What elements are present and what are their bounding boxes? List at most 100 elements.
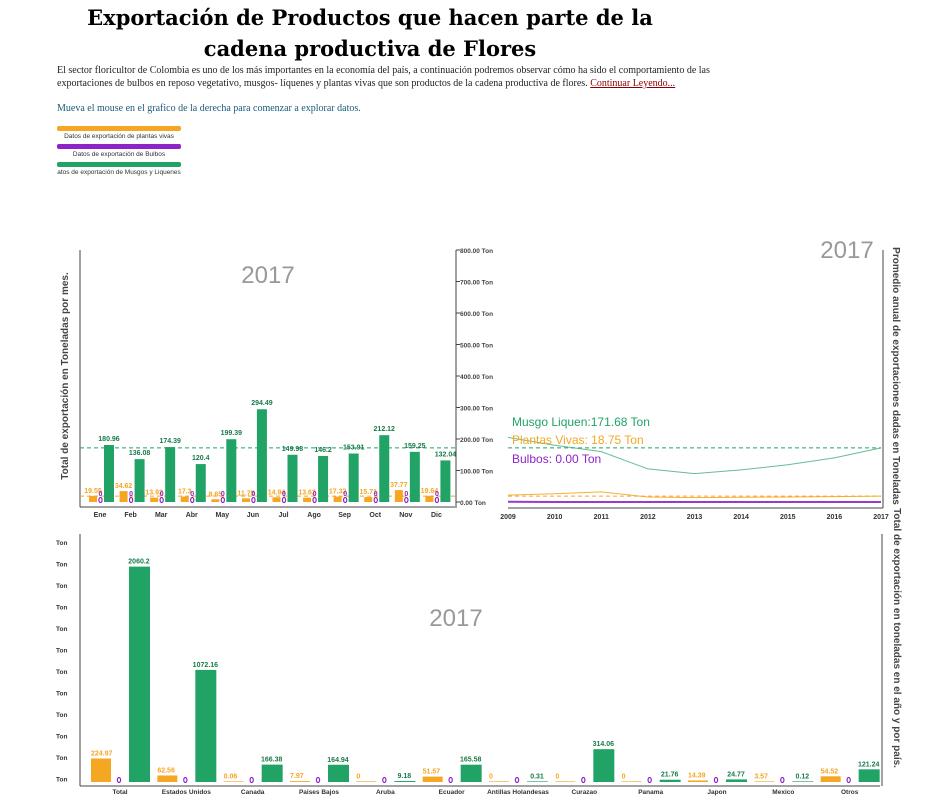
country-bar-musgo[interactable] — [261, 764, 283, 782]
country-bar-bulbos[interactable] — [514, 776, 520, 784]
country-bar-bulbos[interactable] — [780, 776, 785, 784]
monthly-label-bulbos: 0 — [129, 491, 133, 498]
monthly-bar-bulbos[interactable] — [220, 496, 226, 504]
monthly-xtick: Jul — [278, 512, 288, 519]
yearly-ytick-label: 200.00 Ton — [460, 437, 493, 444]
country-bar-musgo[interactable] — [726, 779, 747, 782]
monthly-bar-plantas[interactable] — [119, 491, 128, 502]
monthly-bar-musgo[interactable] — [195, 464, 206, 502]
monthly-bar-bulbos[interactable] — [312, 496, 317, 504]
legend-item-plantas[interactable]: Datos de exportación de plantas vivas — [57, 126, 181, 140]
country-xtick: Estados Unidos — [162, 789, 212, 796]
country-bar-plantas[interactable] — [422, 776, 443, 782]
country-ytick-label: Ton — [56, 734, 67, 741]
monthly-bar-musgo[interactable] — [440, 460, 451, 502]
monthly-bar-musgo[interactable] — [104, 444, 114, 502]
monthly-bar-bulbos[interactable] — [98, 496, 103, 504]
monthly-bar-musgo[interactable] — [318, 455, 329, 502]
monthly-bar-bulbos[interactable] — [128, 496, 134, 504]
country-bar-musgo[interactable] — [328, 764, 349, 782]
monthly-bar-bulbos[interactable] — [434, 496, 440, 504]
yearly-line-musgo[interactable] — [507, 436, 882, 475]
country-bar-musgo[interactable] — [593, 749, 615, 782]
read-more-link[interactable]: Continuar Leyendo... — [590, 78, 676, 89]
yearly-xtick: 2015 — [780, 514, 796, 521]
country-bar-musgo[interactable] — [659, 779, 681, 782]
monthly-bar-bulbos[interactable] — [342, 496, 348, 504]
monthly-bar-plantas[interactable] — [211, 499, 220, 502]
monthly-bar-musgo[interactable] — [348, 453, 359, 502]
monthly-bar-bulbos[interactable] — [190, 496, 195, 504]
monthly-bar-musgo[interactable] — [256, 409, 267, 502]
country-bar-plantas[interactable] — [688, 780, 708, 782]
monthly-bar-plantas[interactable] — [150, 497, 159, 502]
country-bar-musgo[interactable] — [195, 669, 217, 782]
monthly-bar-bulbos[interactable] — [373, 496, 378, 504]
monthly-bar-musgo[interactable] — [165, 447, 176, 502]
monthly-bar-plantas[interactable] — [180, 496, 189, 502]
monthly-bar-musgo[interactable] — [134, 459, 145, 502]
country-bar-bulbos[interactable] — [116, 776, 122, 784]
country-bar-musgo[interactable] — [129, 566, 150, 782]
country-bar-plantas[interactable] — [820, 776, 841, 782]
country-bar-bulbos[interactable] — [581, 776, 586, 784]
country-bar-bulbos[interactable] — [315, 776, 321, 784]
country-bar-plantas[interactable] — [555, 781, 576, 782]
monthly-bar-plantas[interactable] — [333, 496, 342, 502]
country-bar-musgo[interactable] — [858, 769, 880, 782]
country-bar-plantas[interactable] — [223, 781, 244, 782]
country-label-musgo: 2060.2 — [128, 559, 150, 566]
country-bar-plantas[interactable] — [489, 781, 509, 782]
monthly-label-plantas: 13.62 — [298, 490, 316, 497]
monthly-bar-plantas[interactable] — [89, 495, 97, 502]
country-bar-bulbos[interactable] — [249, 776, 254, 784]
monthly-bar-bulbos[interactable] — [159, 496, 164, 504]
country-bar-bulbos[interactable] — [647, 776, 652, 784]
legend-label-plantas: Datos de exportación de plantas vivas — [64, 133, 174, 140]
country-ytick-label: Ton — [56, 626, 67, 633]
country-bar-plantas[interactable] — [356, 781, 377, 782]
monthly-label-musgo: 149.98 — [282, 446, 304, 453]
country-bar-plantas[interactable] — [754, 781, 775, 782]
country-bar-plantas[interactable] — [91, 758, 111, 782]
monthly-bar-musgo[interactable] — [287, 454, 298, 502]
monthly-bar-plantas[interactable] — [364, 497, 373, 502]
country-bar-bulbos[interactable] — [713, 776, 719, 784]
country-bar-musgo[interactable] — [460, 764, 482, 782]
country-xtick: Mexico — [772, 789, 794, 796]
country-bar-plantas[interactable] — [157, 775, 178, 782]
legend-item-bulbos[interactable]: Datos de exportación de Bulbos — [57, 144, 181, 158]
monthly-bar-plantas[interactable] — [394, 490, 403, 502]
country-bar-musgo[interactable] — [792, 781, 814, 782]
monthly-label-musgo: 146.2 — [314, 447, 332, 454]
monthly-bar-plantas[interactable] — [425, 495, 434, 502]
monthly-bar-musgo[interactable] — [409, 451, 420, 502]
monthly-bar-plantas[interactable] — [303, 497, 312, 502]
country-label-plantas: 0 — [489, 773, 493, 780]
country-xtick: Curazao — [572, 789, 598, 796]
country-bar-bulbos[interactable] — [183, 776, 188, 784]
monthly-label-plantas: 13.92 — [145, 490, 163, 497]
country-bar-plantas[interactable] — [621, 781, 642, 782]
country-label-musgo: 0.12 — [796, 773, 810, 780]
yearly-year-label: 2017 — [820, 237, 873, 264]
monthly-bar-musgo[interactable] — [379, 435, 390, 502]
legend-item-musgo[interactable]: atos de exportación de Musgos y Liquenes — [57, 162, 181, 176]
country-bar-bulbos[interactable] — [846, 776, 851, 784]
monthly-bar-musgo[interactable] — [226, 439, 237, 502]
country-bar-musgo[interactable] — [394, 781, 416, 782]
yearly-line-plantas[interactable] — [507, 491, 882, 499]
country-bar-bulbos[interactable] — [382, 776, 387, 784]
monthly-bar-plantas[interactable] — [272, 497, 281, 502]
legend-swatch-plantas — [57, 126, 181, 131]
monthly-bar-bulbos[interactable] — [281, 496, 287, 504]
country-bar-bulbos[interactable] — [448, 776, 453, 784]
country-bar-plantas[interactable] — [290, 781, 310, 782]
country-bar-musgo[interactable] — [527, 781, 548, 782]
monthly-bar-plantas[interactable] — [241, 498, 250, 502]
monthly-bar-bulbos[interactable] — [404, 496, 409, 504]
monthly-xtick: Oct — [369, 512, 381, 519]
monthly-bar-bulbos[interactable] — [251, 496, 256, 504]
country-ytick-label: Ton — [56, 691, 67, 698]
monthly-label-plantas: 17.3 — [178, 489, 192, 496]
